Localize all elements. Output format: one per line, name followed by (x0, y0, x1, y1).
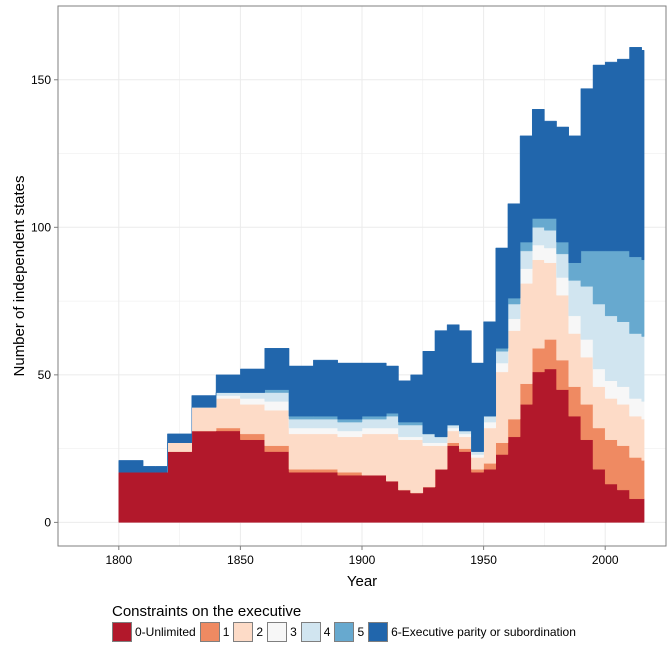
area-series-6-executive-parity-or-subordination (118, 47, 645, 473)
y-tick-label: 150 (31, 73, 51, 87)
y-tick-label: 0 (44, 515, 51, 529)
legend-label: 5 (357, 625, 365, 639)
legend-items: 0-Unlimited 1 2 3 4 5 6-Executive parity or su… (112, 622, 667, 642)
legend-label: 6-Executive parity or subordination (391, 625, 576, 639)
y-tick-label: 50 (38, 368, 52, 382)
legend-key-swatch (334, 622, 355, 642)
legend: Constraints on the executive 0-Unlimited… (112, 603, 667, 642)
x-tick-label: 1950 (470, 553, 497, 567)
legend-item: 3 (267, 622, 297, 642)
legend-label: 4 (323, 625, 331, 639)
legend-item: 4 (300, 622, 331, 642)
stacked-area-chart: 1800 1850 1900 1950 2000 0 50 100 150 Year Numb… (11, 5, 667, 590)
x-tick-label: 2000 (592, 553, 619, 567)
legend-key-swatch (368, 622, 389, 642)
x-tick-label: 1850 (227, 553, 254, 567)
legend-item: 6-Executive parity or subordination (368, 622, 576, 642)
x-tick-label: 1900 (349, 553, 376, 567)
legend-key-swatch (300, 622, 321, 642)
legend-key-swatch (233, 622, 254, 642)
legend-item: 1 (199, 622, 230, 642)
x-axis-ticks: 1800 1850 1900 1950 2000 (105, 546, 619, 567)
legend-item: 0-Unlimited (112, 622, 196, 642)
legend-label: 1 (222, 625, 230, 639)
legend-label: 2 (256, 625, 264, 639)
legend-label: 3 (290, 625, 297, 639)
legend-key-swatch (199, 622, 220, 642)
legend-key-swatch (267, 622, 288, 642)
y-tick-label: 100 (31, 220, 51, 234)
legend-item: 2 (233, 622, 263, 642)
y-axis-ticks: 0 50 100 150 (31, 73, 58, 529)
x-axis-title: Year (347, 573, 377, 590)
area-series-group (118, 47, 645, 523)
legend-key-swatch (112, 622, 132, 642)
legend-item: 5 (334, 622, 364, 642)
legend-label: 0-Unlimited (135, 625, 196, 639)
x-tick-label: 1800 (105, 553, 132, 567)
legend-title: Constraints on the executive (112, 603, 302, 620)
y-axis-title: Number of independent states (11, 176, 28, 377)
